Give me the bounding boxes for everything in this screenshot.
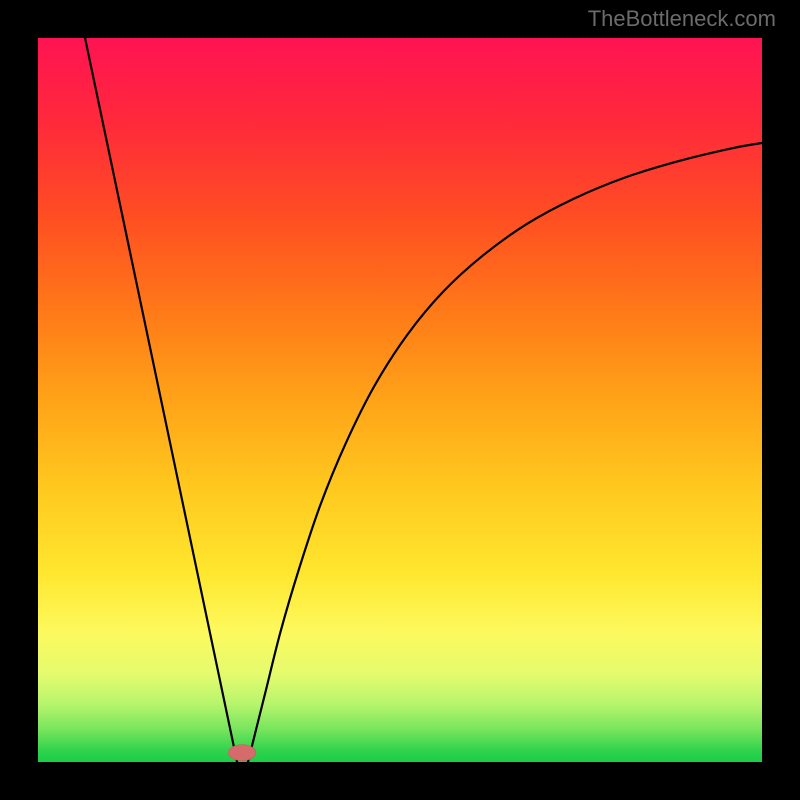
plot-area xyxy=(38,38,762,762)
cusp-marker xyxy=(228,745,256,761)
plot-svg xyxy=(38,38,762,762)
watermark-text: TheBottleneck.com xyxy=(588,6,776,32)
chart-container: TheBottleneck.com xyxy=(0,0,800,800)
gradient-background xyxy=(38,38,762,762)
